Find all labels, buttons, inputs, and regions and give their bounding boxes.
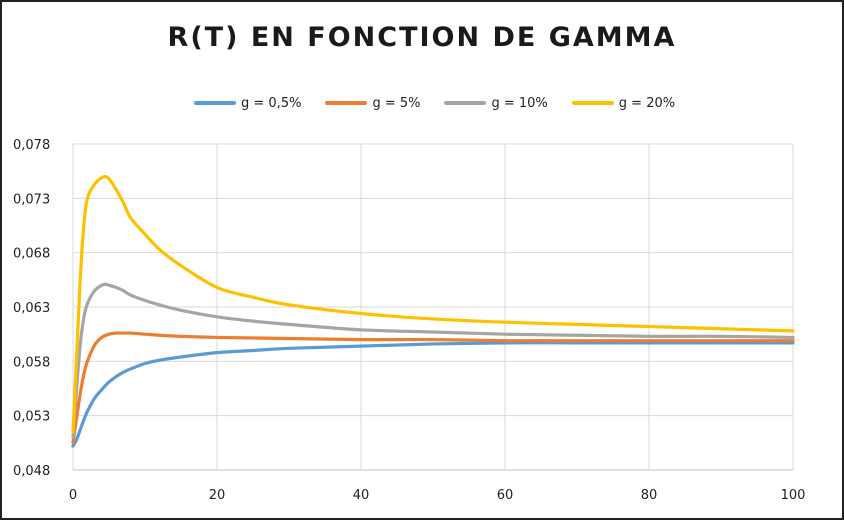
x-tick-label: 60	[497, 488, 514, 503]
tick-labels: 0,048 0,053 0,058 0,063 0,068 0,073 0,078 0 20 40…	[13, 138, 805, 503]
x-tick-label: 80	[641, 488, 658, 503]
x-tick-label: 20	[209, 488, 226, 503]
legend-item-3: g = 10%	[444, 95, 548, 111]
y-tick-label: 0,048	[13, 464, 50, 479]
legend-item-1: g = 0,5%	[194, 96, 301, 111]
series-lines	[71, 174, 795, 448]
series-line-4	[71, 174, 795, 434]
legend-label: g = 20%	[618, 95, 676, 111]
x-tick-label: 100	[781, 488, 806, 503]
legend-swatch	[325, 101, 368, 105]
x-tick-label: 0	[69, 488, 77, 503]
x-tick-label: 40	[353, 488, 370, 503]
legend-item-2: g = 5%	[325, 96, 420, 111]
y-tick-label: 0,073	[13, 192, 50, 207]
y-tick-label: 0,053	[13, 410, 50, 425]
legend-swatch	[571, 101, 614, 105]
series-line-3	[71, 282, 795, 439]
y-tick-label: 0,058	[13, 355, 50, 370]
y-tick-label: 0,068	[13, 247, 50, 262]
grid-lines	[72, 143, 794, 471]
legend-swatch	[444, 101, 487, 105]
series-line-2	[71, 331, 795, 445]
legend: g = 0,5% g = 5% g = 10% g = 20%	[194, 93, 699, 113]
y-tick-label: 0,063	[13, 301, 50, 316]
series-line-1	[71, 341, 795, 448]
legend-label: g = 5%	[372, 95, 421, 111]
chart-title: R(T) EN FONCTION DE GAMMA	[167, 22, 677, 53]
y-tick-label: 0,078	[13, 138, 50, 153]
legend-item-4: g = 20%	[571, 95, 676, 111]
legend-label: g = 0,5%	[241, 95, 302, 111]
legend-label: g = 10%	[491, 95, 548, 111]
legend-swatch	[194, 101, 236, 105]
